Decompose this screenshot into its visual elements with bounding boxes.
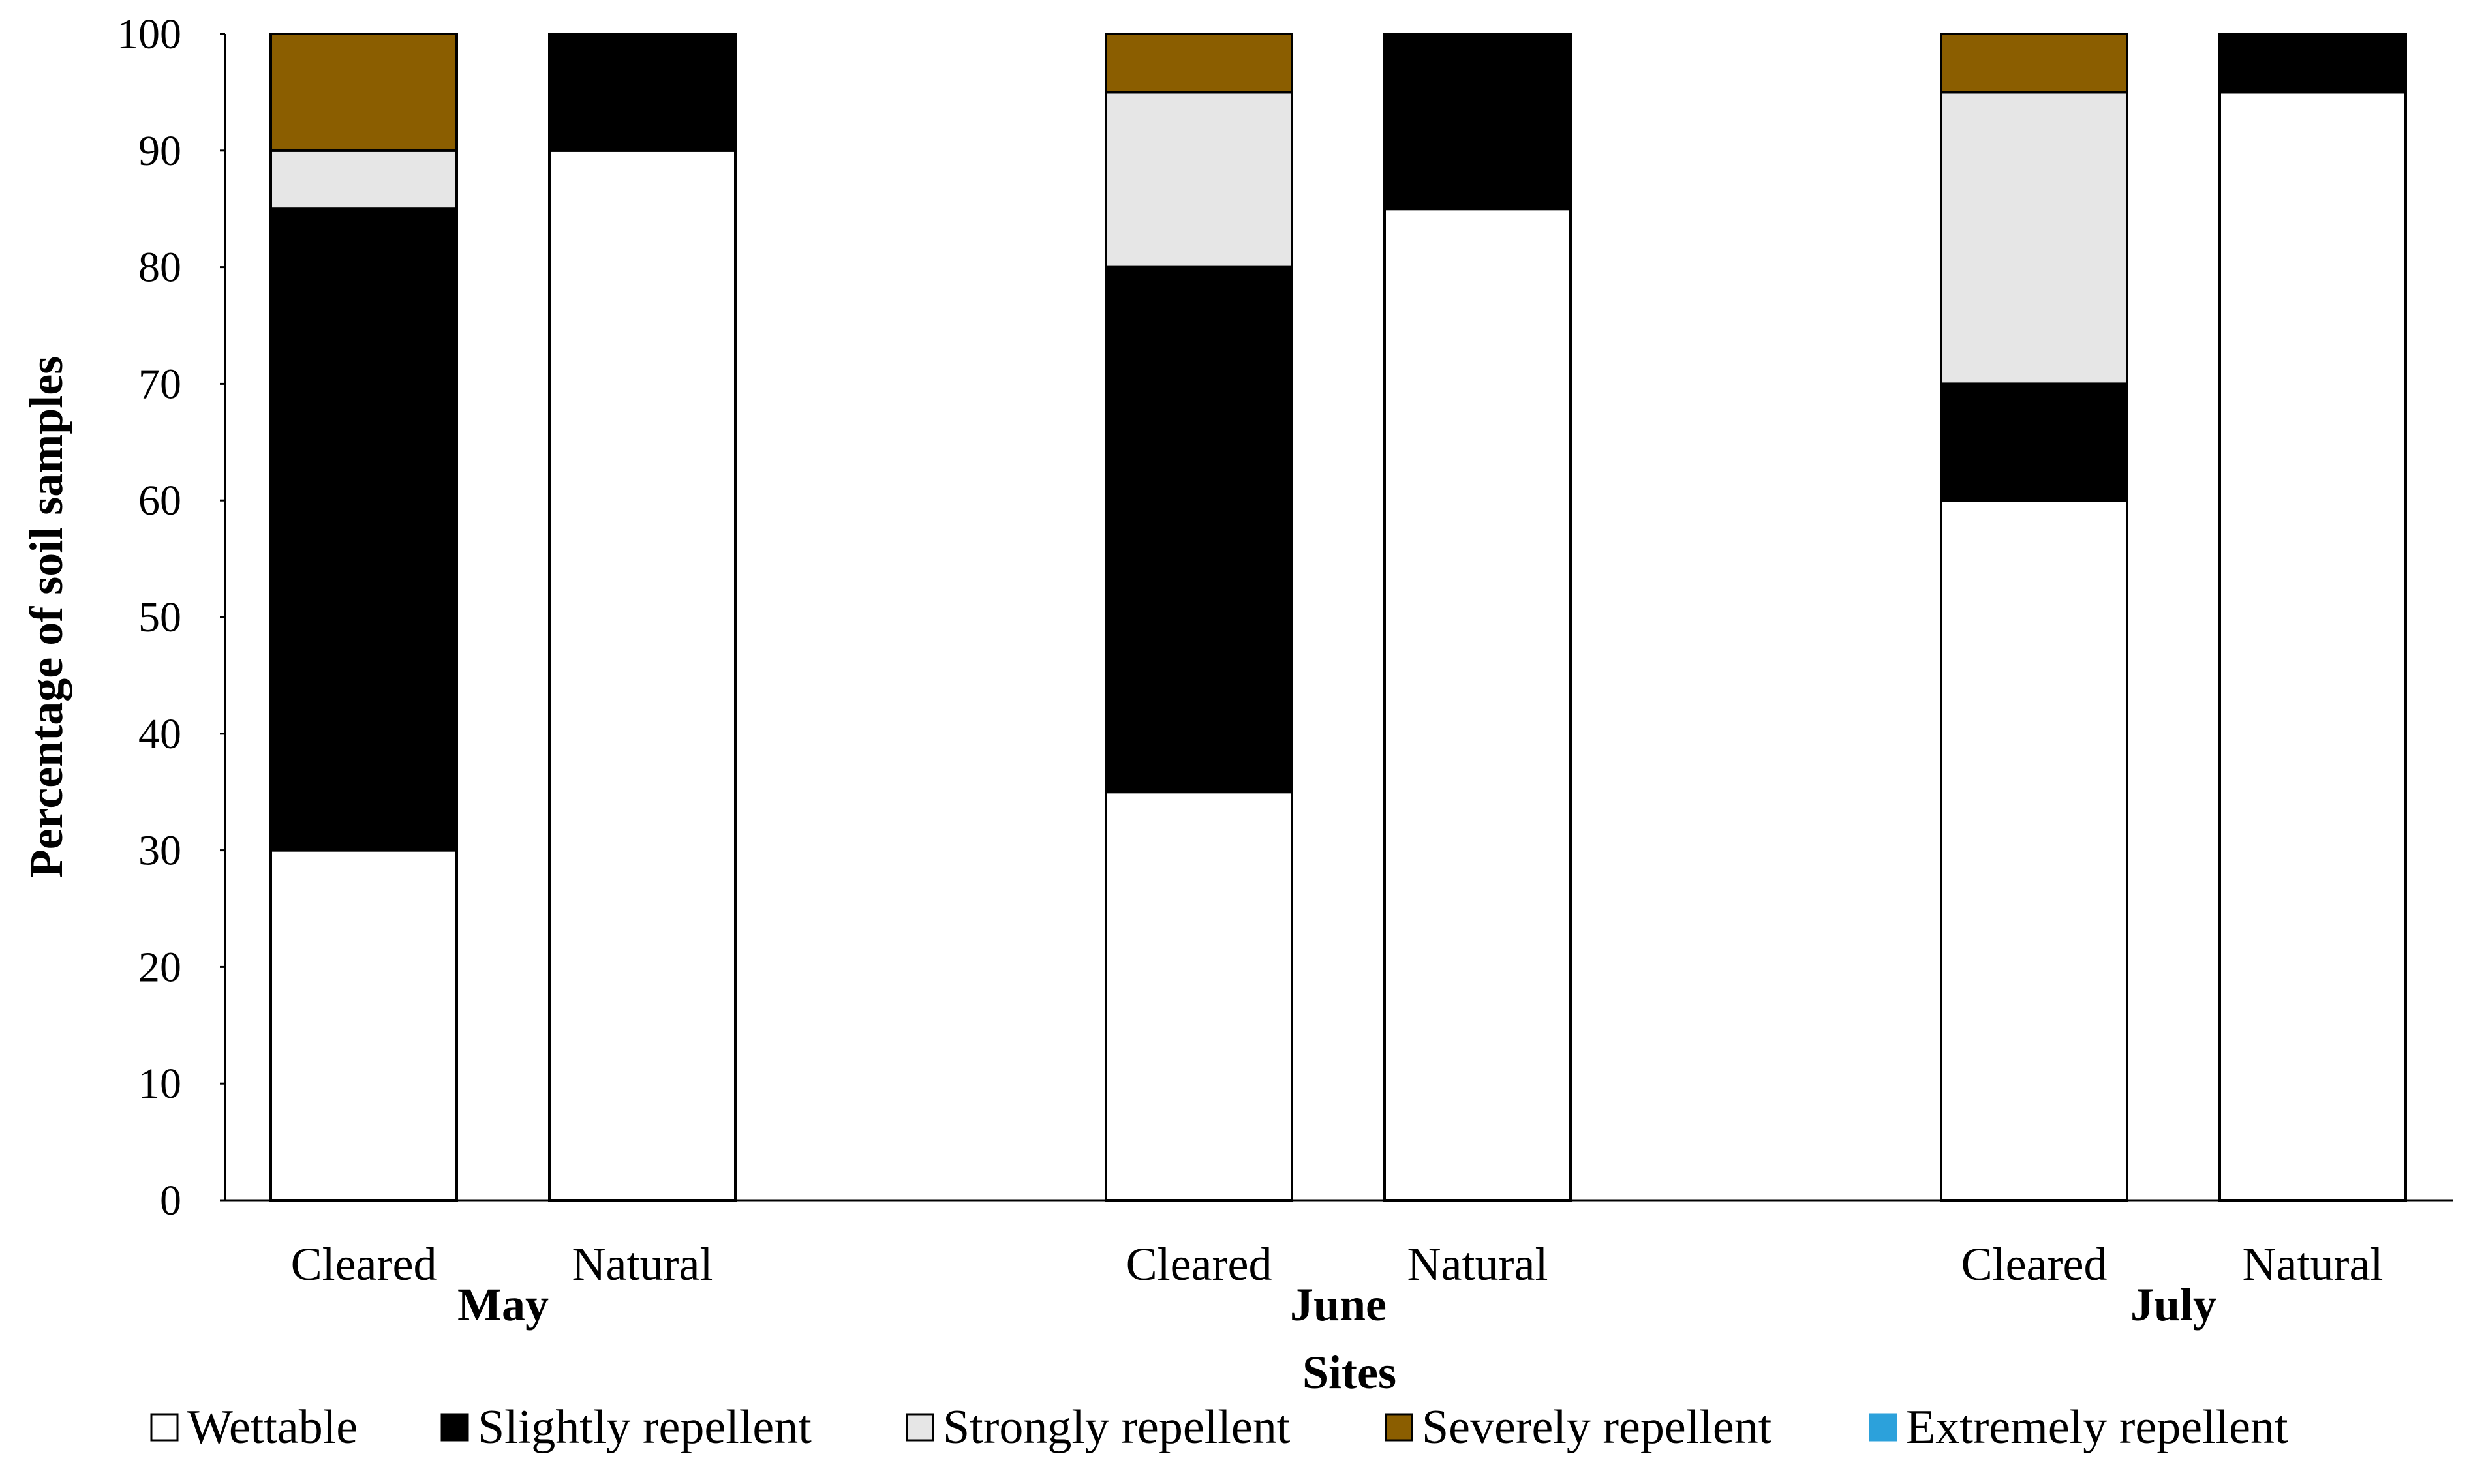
y-tick-label-60: 60 (138, 477, 181, 524)
bar-segment-may-cleared-wettable (269, 849, 458, 1202)
legend: Wettable Slightly repellent Strongly repel… (150, 1401, 2288, 1454)
bar-segment-july-cleared-strongly-repellent (1940, 91, 2128, 386)
bar-segment-july-cleared-wettable (1940, 499, 2128, 1202)
y-tick-label-70: 70 (138, 360, 181, 408)
bar-segment-june-cleared-slightly-repellent (1105, 265, 1293, 794)
category-label-june-natural: Natural (1407, 1238, 1548, 1290)
legend-label-strongly-repellent: Strongly repellent (943, 1401, 1291, 1454)
y-tick-labels: 0 10 20 30 40 50 60 70 80 90 100 (117, 10, 225, 1224)
bar-segment-june-cleared-strongly-repellent (1105, 91, 1293, 269)
legend-swatch-slightly-repellent (440, 1413, 469, 1442)
bar-segment-june-cleared-wettable (1105, 791, 1293, 1202)
category-label-may-natural: Natural (572, 1238, 713, 1290)
y-tick-label-20: 20 (138, 943, 181, 991)
bar-segment-july-natural-slightly-repellent (2218, 33, 2407, 94)
group-label-july: July (2130, 1279, 2216, 1331)
legend-swatch-extremely-repellent (1869, 1413, 1897, 1442)
category-labels: Cleared Natural May Cleared Natural June Clear… (291, 1238, 2384, 1331)
y-tick-label-100: 100 (117, 10, 181, 58)
legend-label-wettable: Wettable (187, 1401, 358, 1454)
y-tick-label-40: 40 (138, 710, 181, 758)
category-label-july-natural: Natural (2243, 1238, 2384, 1290)
bar-segment-may-cleared-severely-repellent (269, 33, 458, 152)
group-label-may: May (457, 1279, 549, 1331)
legend-swatch-severely-repellent (1385, 1413, 1413, 1442)
category-label-june-cleared: Cleared (1126, 1238, 1272, 1290)
bar-segment-june-cleared-severely-repellent (1105, 33, 1293, 94)
bar-segment-june-natural-slightly-repellent (1383, 33, 1572, 211)
category-label-may-cleared: Cleared (291, 1238, 437, 1290)
y-tick-label-90: 90 (138, 127, 181, 175)
legend-label-slightly-repellent: Slightly repellent (478, 1401, 812, 1454)
y-tick-label-30: 30 (138, 827, 181, 875)
bars-layer (269, 33, 2407, 1202)
bar-segment-july-natural-wettable (2218, 91, 2407, 1202)
category-label-july-cleared: Cleared (1961, 1238, 2108, 1290)
y-axis-title: Percentage of soil samples (20, 356, 72, 879)
y-tick-label-50: 50 (138, 594, 181, 641)
legend-swatch-wettable (150, 1413, 179, 1442)
legend-label-extremely-repellent: Extremely repellent (1906, 1401, 2288, 1454)
legend-label-severely-repellent: Severely repellent (1422, 1401, 1772, 1454)
bar-segment-may-cleared-slightly-repellent (269, 207, 458, 852)
bar-segment-june-natural-wettable (1383, 207, 1572, 1202)
bar-segment-july-cleared-slightly-repellent (1940, 382, 2128, 502)
group-label-june: June (1290, 1279, 1387, 1331)
legend-swatch-strongly-repellent (906, 1413, 934, 1442)
bar-segment-may-natural-wettable (548, 149, 737, 1202)
y-tick-label-0: 0 (160, 1177, 181, 1224)
x-axis-title: Sites (1302, 1346, 1396, 1399)
bar-segment-may-cleared-strongly-repellent (269, 149, 458, 211)
bar-segment-july-cleared-severely-repellent (1940, 33, 2128, 94)
bar-segment-may-natural-slightly-repellent (548, 33, 737, 152)
y-tick-label-10: 10 (138, 1060, 181, 1108)
y-tick-label-80: 80 (138, 244, 181, 292)
